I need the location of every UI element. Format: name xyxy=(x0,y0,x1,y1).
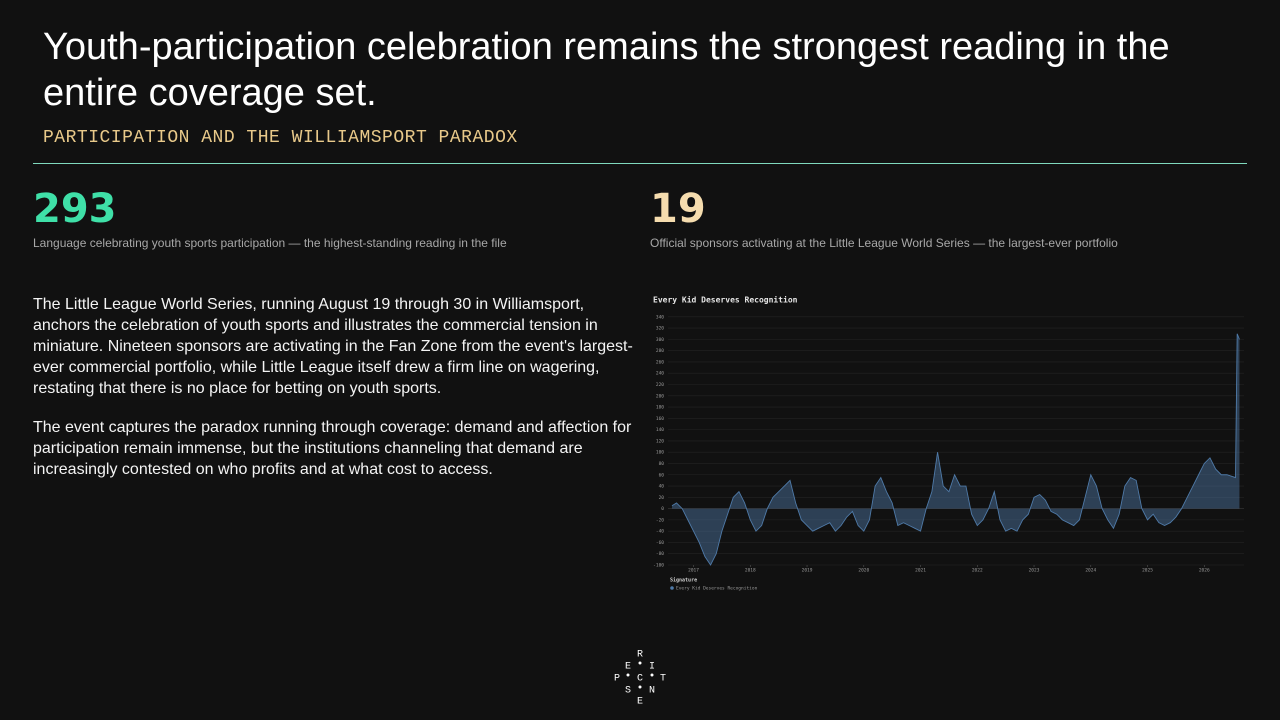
logo-letter: P xyxy=(614,674,620,685)
stat-caption: Official sponsors activating at the Litt… xyxy=(650,236,1118,250)
body-text: The Little League World Series, running … xyxy=(33,294,633,498)
logo-dot xyxy=(626,673,630,677)
y-tick-label: -40 xyxy=(656,529,664,535)
y-tick-label: 160 xyxy=(656,416,664,422)
logo-dot xyxy=(650,673,654,677)
logo-dot xyxy=(638,661,642,665)
legend-label: Every Kid Deserves Recognition xyxy=(676,586,758,592)
y-tick-label: 60 xyxy=(659,472,665,478)
logo-letter: R xyxy=(637,650,643,661)
y-tick-label: 120 xyxy=(656,438,664,444)
logo-dot xyxy=(638,685,642,689)
logo: R E I P C T S N E xyxy=(614,650,666,708)
logo-letter: E xyxy=(625,662,631,673)
x-tick-label: 2022 xyxy=(972,568,983,574)
y-tick-label: 20 xyxy=(659,495,665,501)
y-tick-label: -20 xyxy=(656,517,664,523)
x-tick-label: 2024 xyxy=(1085,568,1096,574)
legend-title: Signature xyxy=(670,578,697,584)
stat-value: 293 xyxy=(33,186,117,232)
divider xyxy=(33,163,1247,164)
y-tick-label: 340 xyxy=(656,314,664,320)
chart: Every Kid Deserves Recognition -100 -80 -6… xyxy=(653,295,1244,592)
slide-title: Youth-participation celebration remains … xyxy=(43,26,1170,114)
paragraph: The Little League World Series, running … xyxy=(33,296,633,397)
y-tick-label: 180 xyxy=(656,405,664,411)
y-tick-label: 100 xyxy=(656,450,664,456)
y-tick-label: 240 xyxy=(656,371,664,377)
y-tick-label: 280 xyxy=(656,348,664,354)
x-tick-label: 2025 xyxy=(1142,568,1153,574)
logo-letter: C xyxy=(637,674,643,685)
logo-letter: I xyxy=(649,662,655,673)
y-tick-label: 260 xyxy=(656,359,664,365)
y-tick-label: -60 xyxy=(656,540,664,546)
stat-caption: Language celebrating youth sports partic… xyxy=(33,236,507,250)
stat-value: 19 xyxy=(650,186,706,232)
x-tick-label: 2023 xyxy=(1029,568,1040,574)
y-tick-label: 300 xyxy=(656,337,664,343)
area xyxy=(671,333,1240,565)
x-tick-label: 2021 xyxy=(915,568,926,574)
y-tick-label: -80 xyxy=(656,551,664,557)
line xyxy=(671,333,1240,566)
logo-letter: T xyxy=(660,674,666,685)
y-tick-label: 320 xyxy=(656,326,664,332)
y-tick-label: 40 xyxy=(659,484,665,490)
x-tick-label: 2026 xyxy=(1199,568,1210,574)
paragraph: The event captures the paradox running t… xyxy=(33,419,632,478)
y-tick-label: 200 xyxy=(656,393,664,399)
x-tick-label: 2018 xyxy=(745,568,756,574)
chart-title: Every Kid Deserves Recognition xyxy=(653,295,798,305)
legend-swatch xyxy=(670,586,674,590)
x-tick-label: 2017 xyxy=(688,568,699,574)
logo-letter: S xyxy=(625,686,631,697)
y-tick-label: 220 xyxy=(656,382,664,388)
y-tick-label: 80 xyxy=(659,461,665,467)
y-tick-label: -100 xyxy=(653,563,664,569)
logo-letter: N xyxy=(649,686,655,697)
logo-letter: E xyxy=(637,697,643,708)
x-tick-label: 2020 xyxy=(858,568,869,574)
x-tick-label: 2019 xyxy=(802,568,813,574)
y-tick-label: 0 xyxy=(661,506,664,512)
y-tick-label: 140 xyxy=(656,427,664,433)
slide-subtitle: PARTICIPATION AND THE WILLIAMSPORT PARAD… xyxy=(43,128,518,148)
